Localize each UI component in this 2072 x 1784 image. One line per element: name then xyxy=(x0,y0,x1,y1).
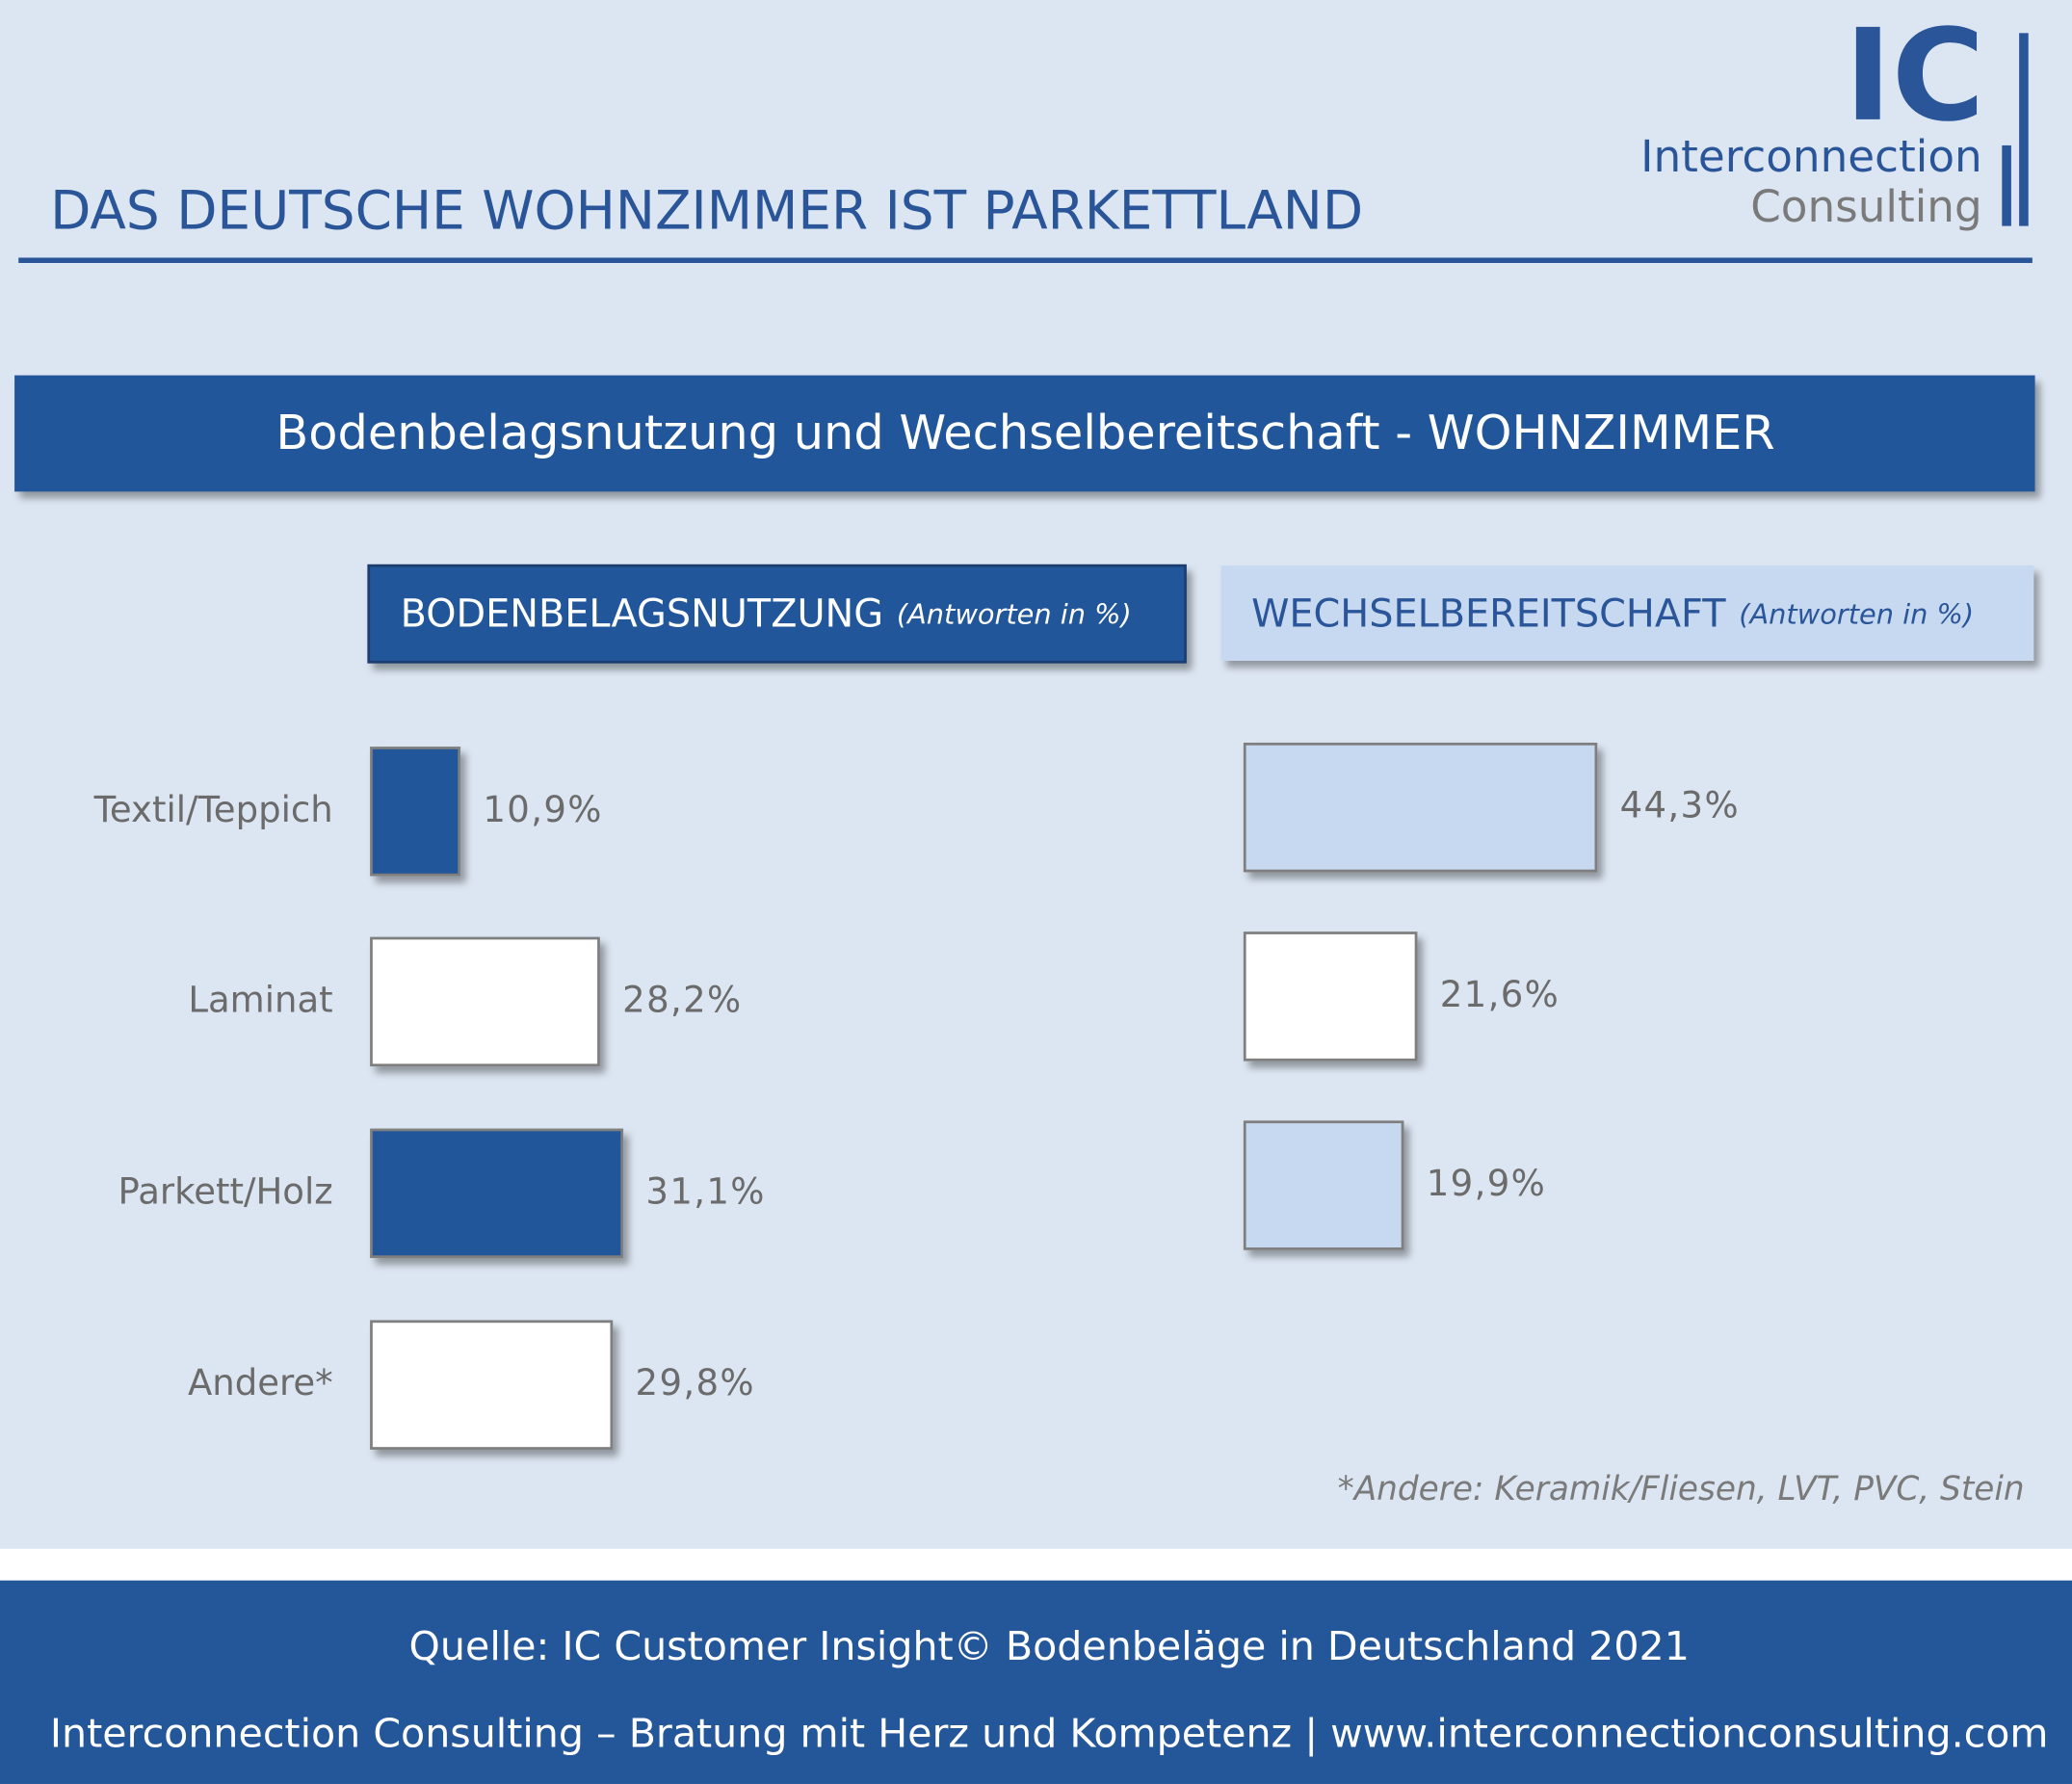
value-label: 10,9% xyxy=(483,789,602,830)
value-label: 29,8% xyxy=(636,1362,755,1404)
logo-mark: IC xyxy=(1845,3,1985,150)
banner xyxy=(14,375,2035,492)
value-label: 31,1% xyxy=(645,1170,765,1212)
bar xyxy=(370,936,600,1067)
footer-tagline: Interconnection Consulting – Bratung mit… xyxy=(50,1711,2049,1757)
panel-subtitle: (Antworten in %) xyxy=(1739,597,1974,630)
logo-line2: Consulting xyxy=(1750,181,1982,232)
value-label: 21,6% xyxy=(1440,974,1560,1015)
panel-header xyxy=(1220,565,2034,661)
panel-title-main: BODENBELAGSNUTZUNG xyxy=(401,591,883,636)
page-title: DAS DEUTSCHE WOHNZIMMER IST PARKETTLAND xyxy=(50,179,1363,241)
category-label: Laminat xyxy=(188,979,332,1020)
panel-header xyxy=(367,564,1187,664)
logo-bar xyxy=(2002,144,2011,226)
value-label: 28,2% xyxy=(622,979,742,1020)
category-label: Parkett/Holz xyxy=(118,1170,333,1212)
bar xyxy=(370,1320,614,1450)
logo-bar xyxy=(2019,33,2029,226)
panel-title: WECHSELBEREITSCHAFT (Antworten in %) xyxy=(1251,591,1974,636)
value-label: 19,9% xyxy=(1427,1163,1546,1204)
separator xyxy=(0,1548,2072,1581)
bar xyxy=(1243,1120,1404,1250)
panel-title-main: WECHSELBEREITSCHAFT xyxy=(1251,591,1726,636)
bar xyxy=(370,1128,624,1258)
panel-title: BODENBELAGSNUTZUNG (Antworten in %) xyxy=(401,591,1132,636)
footer xyxy=(0,1580,2072,1784)
footer-source: Quelle: IC Customer Insight© Bodenbeläge… xyxy=(409,1623,1690,1669)
bar xyxy=(1243,742,1598,873)
bar xyxy=(1243,931,1418,1062)
bar xyxy=(370,747,461,877)
value-label: 44,3% xyxy=(1620,785,1740,826)
banner-text: Bodenbelagsnutzung und Wechselbereitscha… xyxy=(275,405,1774,460)
footnote: *Andere: Keramik/Fliesen, LVT, PVC, Stei… xyxy=(1338,1470,2025,1509)
logo-line1: Interconnection xyxy=(1640,131,1982,182)
category-label: Textil/Teppich xyxy=(93,789,333,830)
category-label: Andere* xyxy=(188,1362,333,1404)
panel-subtitle: (Antworten in %) xyxy=(897,597,1132,630)
